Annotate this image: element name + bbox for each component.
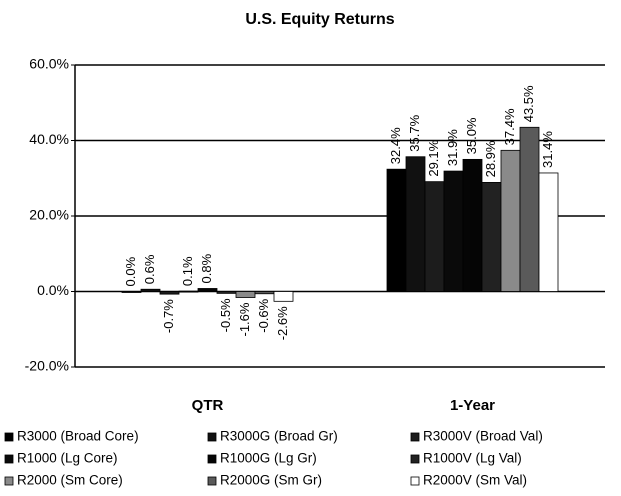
bar [178,290,199,293]
value-label: -1.6% [237,302,252,336]
bar [481,182,502,292]
legend-swatch [207,454,217,464]
value-label: 29.1% [426,139,441,176]
legend-swatch [410,476,420,486]
value-label: -0.6% [256,298,271,332]
bar [159,291,180,295]
bar [500,149,521,292]
bar [254,291,275,295]
chart-title: U.S. Equity Returns [245,11,394,28]
value-label: 37.4% [502,108,517,145]
value-label: 0.1% [180,256,195,286]
legend-swatch [4,454,14,464]
legend-label: R3000G (Broad Gr) [220,429,338,444]
legend-swatch [207,432,217,442]
bar [216,291,237,294]
bar [197,288,218,292]
bar [386,168,407,292]
y-tick-label: 60.0% [29,56,69,72]
legend-label: R1000V (Lg Val) [423,451,522,466]
bar [140,288,161,292]
y-tick-label: 0.0% [37,282,69,298]
x-tick-label: QTR [192,397,224,414]
legend-label: R2000G (Sm Gr) [220,473,322,488]
legend-label: R1000 (Lg Core) [17,451,118,466]
value-label: -0.7% [161,299,176,333]
value-label: 35.0% [464,117,479,154]
x-tick-label: 1-Year [450,397,495,414]
y-tick-label: 40.0% [29,131,69,147]
legend-label: R3000 (Broad Core) [17,429,139,444]
legend-swatch [410,432,420,442]
value-label: 31.9% [445,129,460,166]
bar [519,126,540,292]
legend-swatch [4,476,14,486]
value-label: 0.0% [123,256,138,286]
bar [443,170,464,292]
bar [424,181,445,292]
legend-swatch [207,476,217,486]
legend-label: R1000G (Lg Gr) [220,451,317,466]
y-tick-label: 20.0% [29,207,69,223]
value-label: 35.7% [407,114,422,151]
legend-label: R2000V (Sm Val) [423,473,527,488]
bar [235,291,256,298]
bar [405,156,426,292]
value-label: 43.5% [521,85,536,122]
bar [538,172,559,292]
value-label: 0.8% [199,253,214,283]
legend-swatch [4,432,14,442]
y-tick-label: -20.0% [25,358,69,374]
value-label: 32.4% [388,127,403,164]
legend-swatch [410,454,420,464]
legend-label: R2000 (Sm Core) [17,473,123,488]
value-label: -0.5% [218,298,233,332]
bar [121,291,142,293]
legend-label: R3000V (Broad Val) [423,429,543,444]
value-label: -2.6% [275,306,290,340]
bar [273,291,294,302]
value-label: 0.6% [142,254,157,284]
bar [462,158,483,292]
value-label: 31.4% [540,131,555,168]
value-label: 28.9% [483,140,498,177]
